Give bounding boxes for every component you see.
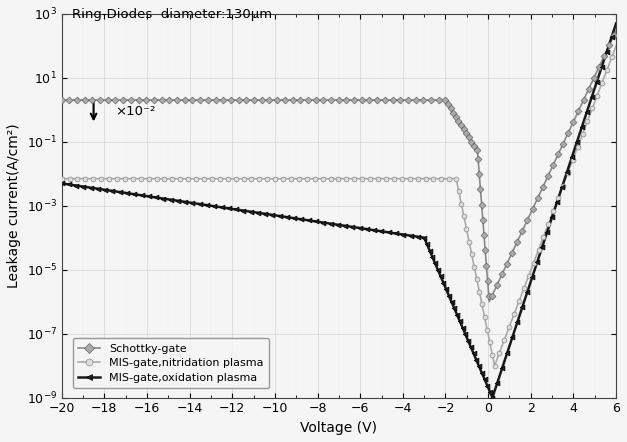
Y-axis label: Leakage current(A/cm²): Leakage current(A/cm²): [7, 123, 21, 288]
Legend: Schottky-gate, MIS-gate,nitridation plasma, MIS-gate,oxidation plasma: Schottky-gate, MIS-gate,nitridation plas…: [73, 338, 270, 388]
Text: ×10⁻²: ×10⁻²: [115, 105, 155, 118]
X-axis label: Voltage (V): Voltage (V): [300, 421, 377, 435]
Text: Ring-Diodes  diameter:130μm: Ring-Diodes diameter:130μm: [72, 8, 272, 21]
